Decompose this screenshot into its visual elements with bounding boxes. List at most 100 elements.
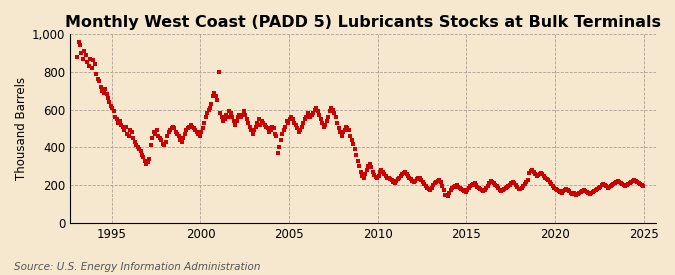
Point <box>144 156 155 161</box>
Point <box>280 124 291 129</box>
Point <box>208 94 219 98</box>
Point <box>372 176 383 181</box>
Point <box>589 189 599 193</box>
Point <box>98 90 109 95</box>
Point <box>550 187 561 191</box>
Point <box>327 107 338 112</box>
Point <box>433 178 444 183</box>
Point <box>171 130 182 134</box>
Point <box>338 130 348 134</box>
Point <box>412 177 423 182</box>
Point <box>184 124 194 129</box>
Point <box>439 192 450 197</box>
Point <box>212 98 223 102</box>
Point <box>512 185 523 189</box>
Point <box>153 134 163 138</box>
Point <box>244 124 255 129</box>
Point <box>624 181 635 185</box>
Point <box>514 187 524 191</box>
Point <box>382 175 393 180</box>
Point <box>243 120 254 125</box>
Point <box>638 184 649 188</box>
Point <box>342 126 353 131</box>
Point <box>469 181 480 185</box>
Point <box>203 107 214 112</box>
Point <box>151 128 162 133</box>
Point <box>246 128 256 133</box>
Point <box>417 180 428 185</box>
Point <box>618 183 629 187</box>
Point <box>109 109 119 114</box>
Point <box>159 143 169 148</box>
Point <box>539 174 549 178</box>
Point <box>472 185 483 189</box>
Point <box>388 180 399 185</box>
Point <box>362 164 373 168</box>
Point <box>364 162 375 167</box>
Point <box>82 60 92 64</box>
Point <box>236 115 246 119</box>
Point <box>78 56 88 61</box>
Point <box>560 188 570 192</box>
Point <box>519 182 530 186</box>
Point <box>218 119 229 123</box>
Point <box>111 117 122 121</box>
Point <box>531 174 542 178</box>
Point <box>385 177 396 182</box>
Point <box>117 124 128 129</box>
Point <box>119 128 130 133</box>
Point <box>196 130 207 134</box>
Point <box>264 130 275 134</box>
Point <box>288 117 298 121</box>
Point <box>500 186 511 190</box>
Point <box>601 184 612 188</box>
Point <box>499 187 510 191</box>
Point <box>355 170 366 174</box>
Point <box>503 184 514 188</box>
Point <box>534 172 545 176</box>
Point <box>375 170 385 174</box>
Point <box>595 185 605 189</box>
Point <box>182 126 193 131</box>
Point <box>596 183 607 187</box>
Point <box>314 113 325 117</box>
Point <box>242 117 252 121</box>
Point <box>186 122 196 127</box>
Point <box>398 170 409 175</box>
Point <box>85 56 96 61</box>
Point <box>389 181 400 185</box>
Point <box>558 189 568 193</box>
Point <box>484 181 495 185</box>
Point <box>423 187 434 191</box>
Point <box>510 183 521 187</box>
Point <box>292 126 302 131</box>
Point <box>564 189 574 193</box>
Point <box>481 186 492 190</box>
Point <box>407 179 418 183</box>
Point <box>95 85 106 89</box>
Point <box>293 130 304 134</box>
Point <box>92 77 103 81</box>
Point <box>145 143 156 148</box>
Point <box>150 132 161 136</box>
Point <box>406 177 416 182</box>
Point <box>634 182 645 186</box>
Point <box>237 113 248 117</box>
Point <box>483 184 493 188</box>
Point <box>94 79 105 83</box>
Point <box>160 139 171 144</box>
Point <box>493 186 504 190</box>
Point <box>286 115 297 119</box>
Point <box>187 124 198 129</box>
Point <box>580 189 591 193</box>
Point <box>273 151 284 155</box>
Point <box>419 182 430 186</box>
Point <box>73 39 84 44</box>
Y-axis label: Thousand Barrels: Thousand Barrels <box>15 77 28 180</box>
Point <box>321 119 332 123</box>
Point <box>402 174 413 178</box>
Point <box>110 115 121 119</box>
Point <box>147 136 158 140</box>
Point <box>543 178 554 183</box>
Point <box>249 128 260 133</box>
